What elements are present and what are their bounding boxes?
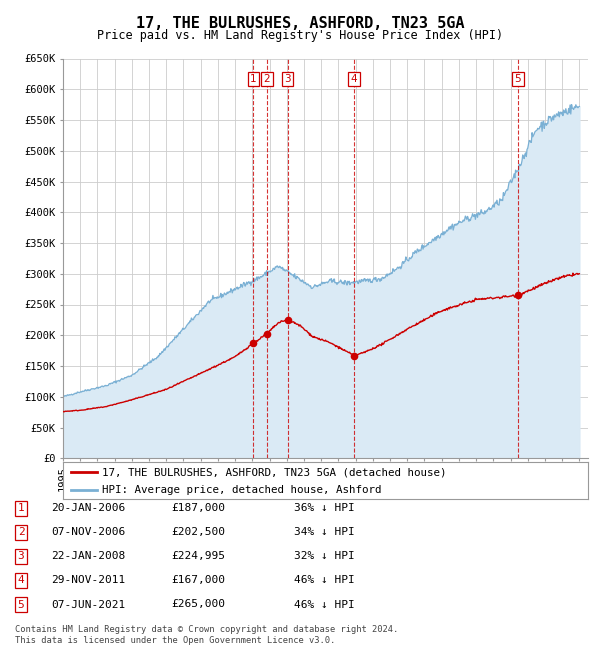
Text: 36% ↓ HPI: 36% ↓ HPI [294,503,355,514]
Text: £202,500: £202,500 [171,527,225,538]
Text: 4: 4 [17,575,25,586]
Text: Price paid vs. HM Land Registry's House Price Index (HPI): Price paid vs. HM Land Registry's House … [97,29,503,42]
Text: 1: 1 [250,74,257,84]
Text: 2: 2 [17,527,25,538]
Text: 4: 4 [351,74,358,84]
Text: 3: 3 [17,551,25,562]
Text: 22-JAN-2008: 22-JAN-2008 [51,551,125,562]
Text: 29-NOV-2011: 29-NOV-2011 [51,575,125,586]
Text: 34% ↓ HPI: 34% ↓ HPI [294,527,355,538]
Text: 3: 3 [284,74,291,84]
Text: 1: 1 [17,503,25,514]
Text: £265,000: £265,000 [171,599,225,610]
Text: 07-NOV-2006: 07-NOV-2006 [51,527,125,538]
Text: 20-JAN-2006: 20-JAN-2006 [51,503,125,514]
Text: Contains HM Land Registry data © Crown copyright and database right 2024.
This d: Contains HM Land Registry data © Crown c… [15,625,398,645]
Text: HPI: Average price, detached house, Ashford: HPI: Average price, detached house, Ashf… [103,485,382,495]
Text: £167,000: £167,000 [171,575,225,586]
Text: 2: 2 [263,74,270,84]
Text: 32% ↓ HPI: 32% ↓ HPI [294,551,355,562]
Text: 46% ↓ HPI: 46% ↓ HPI [294,575,355,586]
Text: 07-JUN-2021: 07-JUN-2021 [51,599,125,610]
Text: £224,995: £224,995 [171,551,225,562]
Text: £187,000: £187,000 [171,503,225,514]
Text: 5: 5 [17,599,25,610]
Text: 17, THE BULRUSHES, ASHFORD, TN23 5GA: 17, THE BULRUSHES, ASHFORD, TN23 5GA [136,16,464,31]
Text: 5: 5 [515,74,521,84]
Text: 46% ↓ HPI: 46% ↓ HPI [294,599,355,610]
Text: 17, THE BULRUSHES, ASHFORD, TN23 5GA (detached house): 17, THE BULRUSHES, ASHFORD, TN23 5GA (de… [103,467,447,477]
